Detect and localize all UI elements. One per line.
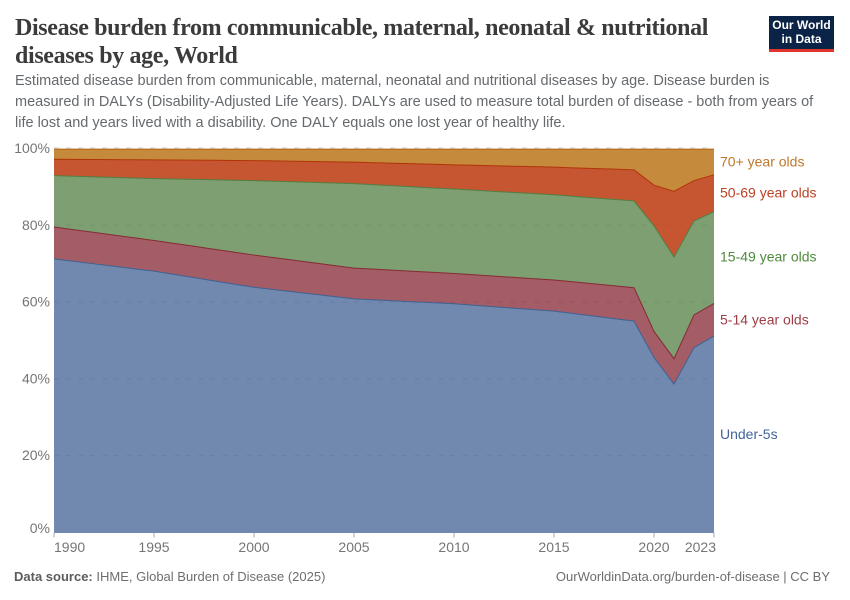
svg-text:2020: 2020 bbox=[638, 539, 669, 555]
svg-text:Under-5s: Under-5s bbox=[720, 426, 778, 442]
svg-text:2000: 2000 bbox=[238, 539, 269, 555]
svg-text:80%: 80% bbox=[22, 217, 50, 233]
svg-text:15-49 year olds: 15-49 year olds bbox=[720, 249, 817, 265]
svg-text:1995: 1995 bbox=[138, 539, 169, 555]
svg-text:70+ year olds: 70+ year olds bbox=[720, 154, 804, 170]
svg-text:40%: 40% bbox=[22, 370, 50, 386]
svg-text:50-69 year olds: 50-69 year olds bbox=[720, 185, 817, 201]
svg-text:2015: 2015 bbox=[538, 539, 569, 555]
svg-text:2010: 2010 bbox=[438, 539, 469, 555]
svg-text:2023: 2023 bbox=[685, 539, 716, 555]
svg-text:60%: 60% bbox=[22, 294, 50, 310]
svg-text:20%: 20% bbox=[22, 447, 50, 463]
svg-text:1990: 1990 bbox=[54, 539, 85, 555]
svg-text:0%: 0% bbox=[30, 520, 50, 536]
svg-text:5-14 year olds: 5-14 year olds bbox=[720, 312, 809, 328]
svg-text:2005: 2005 bbox=[338, 539, 369, 555]
svg-text:100%: 100% bbox=[14, 140, 50, 156]
